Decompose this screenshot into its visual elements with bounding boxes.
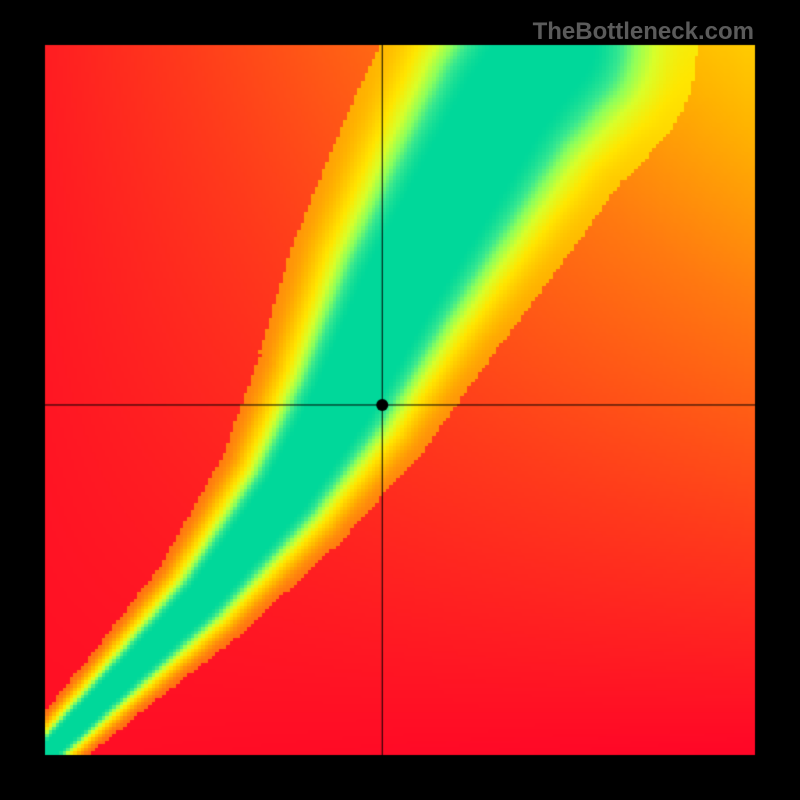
watermark-text: TheBottleneck.com (533, 18, 754, 46)
heatmap-container: { "canvas": { "width": 800, "height": 80… (0, 0, 800, 800)
bottleneck-heatmap-canvas (0, 0, 800, 800)
